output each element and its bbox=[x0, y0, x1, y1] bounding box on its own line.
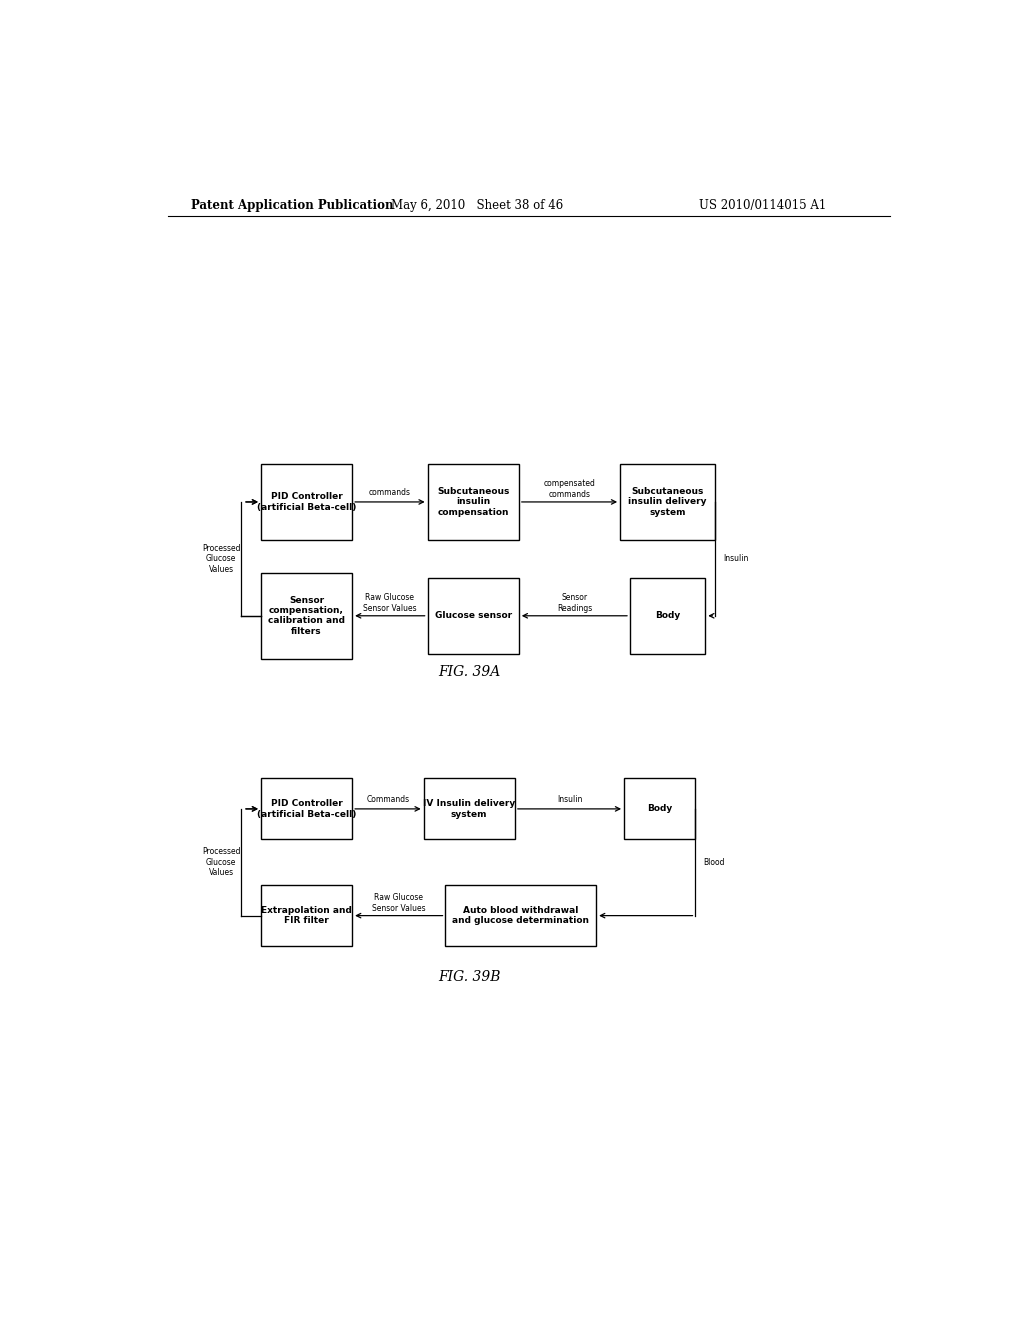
Bar bbox=[630, 578, 706, 653]
Bar bbox=[428, 578, 519, 653]
Bar bbox=[424, 779, 515, 840]
Bar bbox=[428, 463, 519, 540]
Text: PID Controller
(artificial Beta-cell): PID Controller (artificial Beta-cell) bbox=[257, 492, 356, 512]
Text: FIG. 39B: FIG. 39B bbox=[438, 970, 501, 983]
Text: Auto blood withdrawal
and glucose determination: Auto blood withdrawal and glucose determ… bbox=[453, 906, 590, 925]
Bar bbox=[621, 463, 716, 540]
Text: Subcutaneous
insulin
compensation: Subcutaneous insulin compensation bbox=[437, 487, 509, 517]
Text: Patent Application Publication: Patent Application Publication bbox=[191, 198, 394, 211]
Text: Raw Glucose
Sensor Values: Raw Glucose Sensor Values bbox=[364, 593, 417, 612]
Text: Commands: Commands bbox=[367, 795, 410, 804]
Text: compensated
commands: compensated commands bbox=[544, 479, 595, 499]
Text: PID Controller
(artificial Beta-cell): PID Controller (artificial Beta-cell) bbox=[257, 799, 356, 818]
Text: Sensor
compensation,
calibration and
filters: Sensor compensation, calibration and fil… bbox=[268, 595, 345, 636]
Text: Subcutaneous
insulin delivery
system: Subcutaneous insulin delivery system bbox=[629, 487, 707, 517]
Text: Glucose sensor: Glucose sensor bbox=[434, 611, 512, 620]
Bar bbox=[261, 463, 352, 540]
Text: Processed
Glucose
Values: Processed Glucose Values bbox=[202, 544, 241, 574]
Text: Body: Body bbox=[647, 804, 673, 813]
Bar bbox=[261, 779, 352, 840]
Text: May 6, 2010   Sheet 38 of 46: May 6, 2010 Sheet 38 of 46 bbox=[391, 198, 563, 211]
Bar bbox=[261, 886, 352, 946]
Text: FIG. 39A: FIG. 39A bbox=[438, 665, 501, 678]
Bar bbox=[445, 886, 596, 946]
Text: Insulin: Insulin bbox=[723, 554, 749, 564]
Bar bbox=[624, 779, 695, 840]
Text: commands: commands bbox=[369, 488, 411, 496]
Text: Sensor
Readings: Sensor Readings bbox=[557, 593, 592, 612]
Text: Processed
Glucose
Values: Processed Glucose Values bbox=[202, 847, 241, 878]
Text: US 2010/0114015 A1: US 2010/0114015 A1 bbox=[699, 198, 826, 211]
Text: Insulin: Insulin bbox=[557, 795, 582, 804]
Text: IV Insulin delivery
system: IV Insulin delivery system bbox=[423, 799, 515, 818]
Text: Blood: Blood bbox=[703, 858, 725, 867]
Bar bbox=[261, 573, 352, 659]
Text: Body: Body bbox=[655, 611, 680, 620]
Text: Extrapolation and
FIR filter: Extrapolation and FIR filter bbox=[261, 906, 352, 925]
Text: Raw Glucose
Sensor Values: Raw Glucose Sensor Values bbox=[372, 894, 426, 912]
